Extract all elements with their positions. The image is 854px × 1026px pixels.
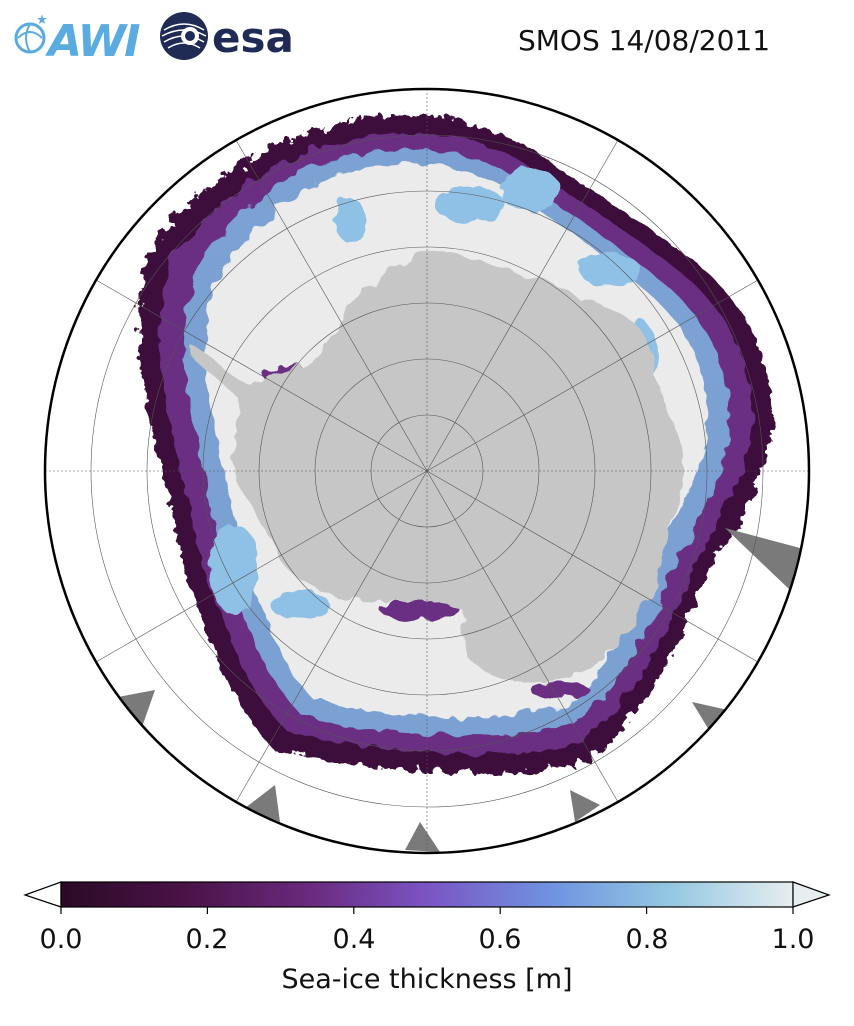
colorbar-tick-label: 0.6: [478, 924, 522, 955]
esa-logo: esa: [160, 12, 294, 62]
antarctica-landmass: [234, 250, 684, 683]
map-boundary: [43, 87, 811, 855]
colorbar-tick-label: 0.4: [332, 924, 376, 955]
esa-emblem-icon: [160, 12, 208, 60]
awi-logo-text: AWI: [45, 16, 140, 62]
date-title: SMOS 14/08/2011: [518, 24, 771, 57]
colorbar-ticks: [60, 907, 794, 914]
longitude-lines: [45, 89, 809, 853]
colorbar-tick-label: 0.0: [39, 924, 83, 955]
colorbar-extend-low: [23, 881, 62, 908]
colorbar-label: Sea-ice thickness [m]: [281, 964, 573, 995]
colorbar-gradient: [60, 881, 794, 908]
antarctic-sea-ice-map: [43, 87, 811, 855]
missing-data-wedges: [118, 528, 800, 852]
colorbar-tick-label: 0.2: [185, 924, 229, 955]
colorbar: [23, 881, 831, 914]
awi-globe-icon: [14, 14, 47, 54]
colorbar-tick-label: 0.8: [625, 924, 669, 955]
colorbar-extend-high: [792, 881, 831, 908]
antarctic-peninsula: [188, 345, 262, 400]
colorbar-tick-label: 1.0: [771, 924, 815, 955]
awi-logo: AWI: [14, 14, 142, 62]
esa-logo-text: esa: [212, 13, 294, 62]
